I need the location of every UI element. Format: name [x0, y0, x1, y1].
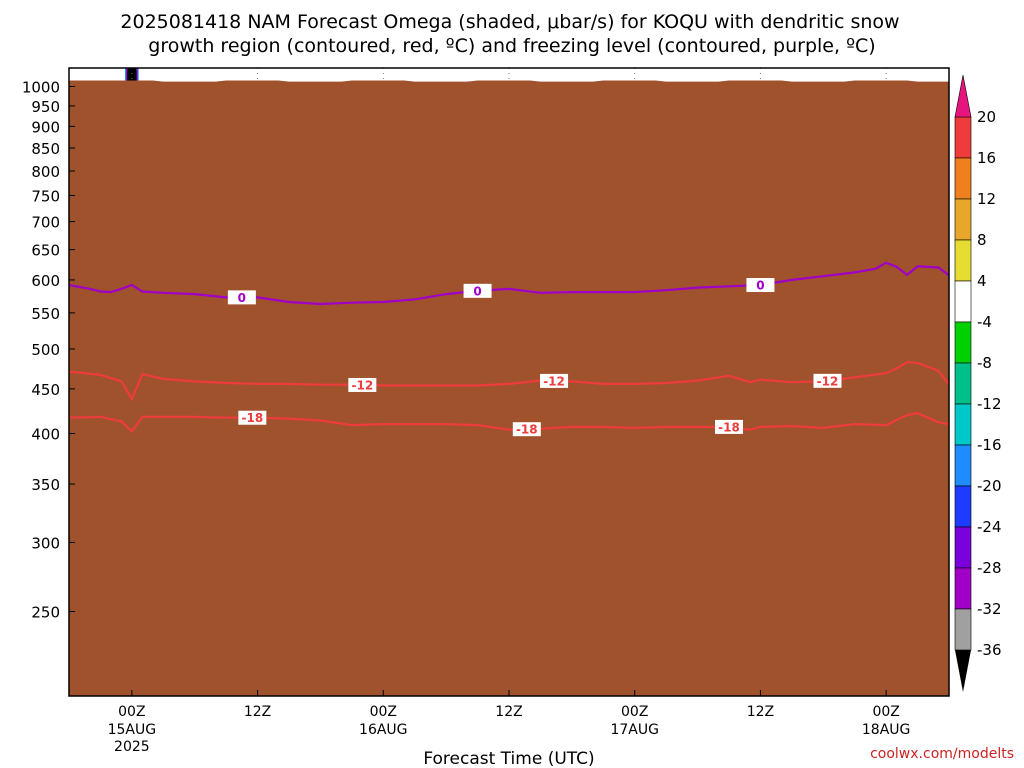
y-tick-label: 900 — [31, 118, 60, 136]
contour-label: -18 — [516, 423, 538, 437]
credit-text: coolwx.com/modelts — [870, 746, 1014, 762]
x-tick-label: 00Z — [621, 704, 648, 720]
colorbar-under-arrow — [955, 650, 971, 692]
colorbar-label: -36 — [977, 641, 1002, 659]
contour-label: 0 — [756, 279, 764, 293]
contour-label: -18 — [241, 411, 263, 425]
y-tick-label: 850 — [31, 140, 60, 158]
y-tick-label: 1000 — [22, 78, 60, 96]
y-tick-label: 350 — [31, 476, 60, 494]
colorbar-label: -12 — [977, 395, 1002, 413]
contour-label-bg — [238, 410, 267, 425]
colorbar-label: -24 — [977, 518, 1002, 536]
ground-layer — [69, 80, 949, 696]
y-axis-ticks: 250 300 350 400 450 500 550 600 650 700 750 800 850 9… — [22, 78, 75, 621]
colorbar-bin — [954, 280, 972, 323]
y-tick-label: 400 — [31, 425, 60, 443]
contour-label: -12 — [351, 378, 373, 392]
colorbar-bin — [954, 321, 972, 364]
contour-label: 0 — [473, 284, 481, 298]
colorbar-label: 8 — [977, 231, 987, 249]
contour-lines: -18 -18 -18 -12 -12 -12 0 0 0 — [68, 261, 950, 437]
chart-title-line2: growth region (contoured, red, ºC) and f… — [148, 35, 875, 57]
chart-title-line1: 2025081418 NAM Forecast Omega (shaded, μ… — [120, 11, 899, 33]
colorbar-label: -28 — [977, 559, 1002, 577]
y-tick-label: 650 — [31, 242, 60, 260]
contour-label-bg — [540, 373, 569, 388]
colorbar-bin — [954, 403, 972, 446]
colorbar-bin — [954, 157, 972, 200]
contour-label-bg — [715, 419, 743, 434]
y-tick-label: 600 — [31, 272, 60, 290]
colorbar-over-arrow — [954, 74, 972, 118]
colorbar-label: -8 — [977, 354, 992, 372]
colorbar-bin — [954, 444, 972, 487]
colorbar-bin — [954, 362, 972, 405]
colorbar-label: -4 — [977, 313, 992, 331]
contour-line-freezing — [68, 261, 950, 306]
x-tick-date: 18AUG — [862, 722, 911, 738]
colorbar-label: 4 — [977, 272, 987, 290]
colorbar: 20 16 12 8 4 -4 -8 -12 -16 -20 -24 -28 -32 -36 — [954, 74, 1002, 692]
colorbar-label: 12 — [977, 190, 996, 208]
contour-label-bg — [348, 377, 377, 392]
contour-label-bg — [227, 290, 256, 305]
colorbar-bin — [954, 198, 972, 241]
x-tick-label: 00Z — [872, 704, 899, 720]
y-tick-label: 550 — [31, 305, 60, 323]
contour-label-bg — [813, 373, 842, 388]
y-tick-label: 450 — [31, 381, 60, 399]
x-tick-label: 00Z — [118, 704, 145, 720]
contour-label: -18 — [718, 420, 740, 434]
x-tick-label: 00Z — [370, 704, 397, 720]
plot-area: -18 -18 -18 -12 -12 -12 0 0 0 — [68, 67, 950, 697]
colorbar-label: -16 — [977, 436, 1002, 454]
colorbar-label: -32 — [977, 600, 1002, 618]
contour-label: 0 — [238, 291, 246, 305]
contour-label: -12 — [817, 374, 839, 388]
colorbar-bin — [954, 526, 972, 569]
y-tick-label: 950 — [31, 98, 60, 116]
y-tick-label: 750 — [31, 187, 60, 205]
ground-fill — [69, 80, 949, 696]
contour-label-bg — [463, 283, 492, 298]
colorbar-label: 16 — [977, 149, 996, 167]
x-tick-year: 2025 — [114, 739, 150, 755]
x-tick-label: 12Z — [747, 704, 774, 720]
y-tick-label: 800 — [31, 163, 60, 181]
contour-label-bg — [746, 278, 775, 293]
x-tick-date: 15AUG — [108, 722, 157, 738]
y-tick-label: 250 — [31, 603, 60, 621]
y-tick-label: 300 — [31, 534, 60, 552]
colorbar-bin — [954, 485, 972, 528]
y-tick-label: 700 — [31, 214, 60, 232]
x-tick-label: 12Z — [244, 704, 271, 720]
x-tick-date: 16AUG — [359, 722, 408, 738]
x-tick-date: 17AUG — [610, 722, 659, 738]
colorbar-label: 20 — [977, 108, 996, 126]
colorbar-bin — [954, 567, 972, 610]
colorbar-bin — [954, 608, 972, 651]
contour-label: -12 — [543, 374, 565, 388]
colorbar-label: -20 — [977, 477, 1002, 495]
colorbar-bin — [954, 116, 972, 159]
x-axis-label: Forecast Time (UTC) — [423, 749, 594, 768]
contour-label-bg — [512, 422, 541, 437]
colorbar-bin — [954, 239, 972, 282]
x-tick-label: 12Z — [495, 704, 522, 720]
y-tick-label: 500 — [31, 341, 60, 359]
